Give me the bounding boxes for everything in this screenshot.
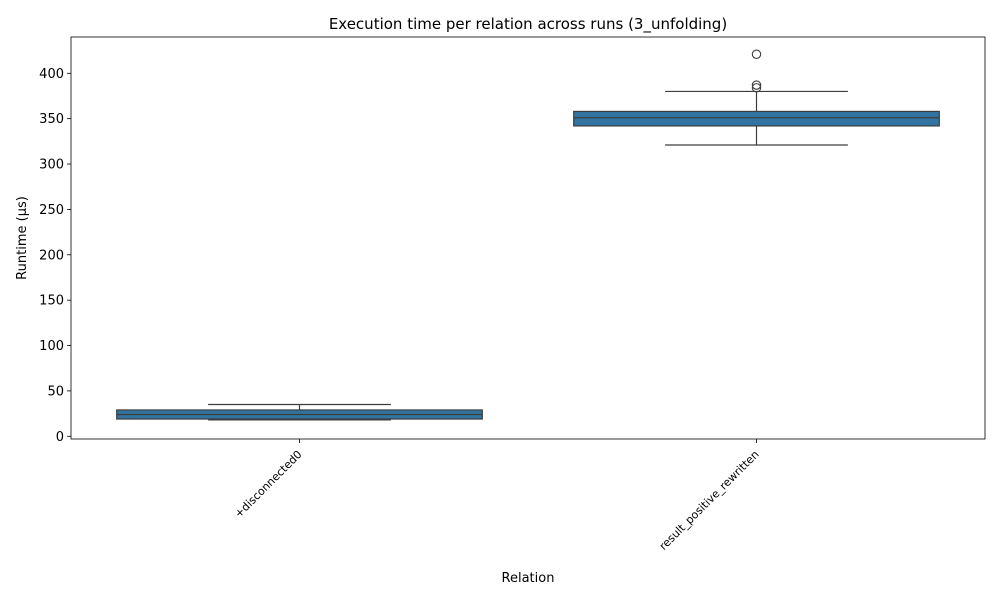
y-axis: 0 50 100 150 200 250 300 350 400 [39, 67, 71, 445]
y-tick-label: 400 [39, 67, 64, 82]
outlier-point [751, 80, 762, 90]
x-axis-label: Relation [502, 571, 555, 586]
x-tick-label: +disconnected0 [232, 448, 305, 521]
y-tick-label: 50 [47, 384, 64, 399]
plot-frame [70, 36, 986, 440]
x-axis: +disconnected0 result_positive_rewritten [232, 439, 762, 553]
y-tick-label: 0 [56, 430, 64, 445]
outlier-point [751, 49, 762, 59]
boxes [116, 49, 940, 421]
chart-title: Execution time per relation across runs … [329, 15, 727, 34]
plot-area [70, 36, 986, 440]
outlier-point [751, 83, 762, 93]
y-tick-label: 250 [39, 203, 64, 218]
y-axis-label: Runtime (µs) [15, 196, 30, 280]
box [573, 110, 940, 127]
y-tick-label: 100 [39, 339, 64, 354]
x-tick-label: result_positive_rewritten [657, 448, 762, 553]
y-tick-label: 150 [39, 294, 64, 309]
y-tick-label: 300 [39, 158, 64, 173]
y-tick-label: 350 [39, 112, 64, 127]
y-tick-label: 200 [39, 248, 64, 263]
